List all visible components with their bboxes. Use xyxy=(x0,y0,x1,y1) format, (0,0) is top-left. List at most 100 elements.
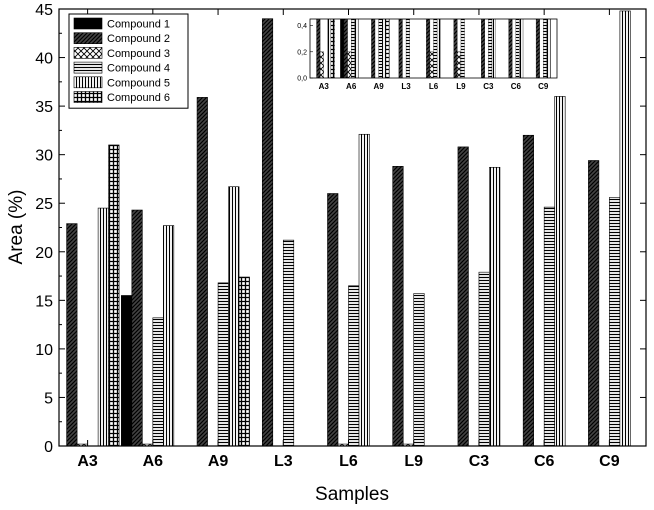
x-axis-title: Samples xyxy=(315,484,389,505)
x-tick-label: C3 xyxy=(469,453,490,470)
bar-compound-5-c6 xyxy=(554,96,566,446)
bar-compound-6-a9 xyxy=(238,276,250,446)
inset-bar xyxy=(481,19,485,78)
inset-bar xyxy=(398,19,403,78)
inset-bar xyxy=(327,19,332,78)
bar-compound-2-a3 xyxy=(66,223,78,446)
inset-frame xyxy=(309,18,558,79)
inset-bar xyxy=(543,19,548,78)
bar-compound-1-a6 xyxy=(121,295,133,446)
bar-compound-5-a9 xyxy=(228,186,240,446)
bar-compound-4-a9 xyxy=(217,282,229,446)
legend-swatch xyxy=(73,32,103,45)
inset-y-tick-label: 0,4 xyxy=(297,23,307,30)
x-tick-label: C9 xyxy=(599,453,620,470)
bar-compound-4-l3 xyxy=(282,239,295,446)
bar-compound-4-c6 xyxy=(543,206,555,446)
inset-x-tick-label: L3 xyxy=(401,82,411,91)
bar-compound-5-l6 xyxy=(358,133,370,446)
bar-compound-4-a6 xyxy=(152,317,164,446)
bar-compound-4-l9 xyxy=(413,293,425,446)
inset-bar xyxy=(354,19,359,78)
y-tick-label: 35 xyxy=(35,99,53,116)
legend-swatch xyxy=(73,61,103,74)
legend-label: Compound 2 xyxy=(107,33,170,45)
legend-swatch xyxy=(73,76,103,89)
inset-bar xyxy=(371,19,376,78)
inset-bar xyxy=(508,19,513,78)
bar-compound-5-a3 xyxy=(97,207,109,446)
legend: Compound 1 Compound 2 Compound 3 Compound 4… xyxy=(68,13,189,109)
bar-compound-5-c3 xyxy=(489,166,501,446)
inset-bar xyxy=(429,51,434,78)
inset-x-tick-label: C6 xyxy=(511,82,522,91)
bar-compound-4-c3 xyxy=(478,271,490,446)
inset-bar xyxy=(351,19,355,78)
inset-bar xyxy=(457,51,462,78)
y-tick-label: 40 xyxy=(35,51,53,68)
inset-bar xyxy=(316,19,321,78)
bar-compound-2-l3 xyxy=(261,18,274,446)
inset-x-tick-label: C3 xyxy=(483,82,494,91)
y-tick-label: 30 xyxy=(35,148,53,165)
bar-compound-2-l6 xyxy=(327,193,339,446)
inset-bar xyxy=(436,19,441,78)
legend-swatch xyxy=(73,47,103,59)
inset-bar xyxy=(546,19,551,78)
inset-bars xyxy=(316,19,551,78)
inset-x-tick-label: C9 xyxy=(538,82,549,91)
inset-x-tick-label: A9 xyxy=(373,82,384,91)
inset-bar xyxy=(491,19,496,78)
bar-compound-6-a3 xyxy=(108,144,120,446)
legend-swatch xyxy=(73,91,103,103)
bars xyxy=(66,10,631,446)
inset-bar xyxy=(453,19,458,78)
bar-compound-2-c3 xyxy=(457,146,469,446)
inset-y-tick-label: 0,0 xyxy=(297,76,307,83)
inset-y-tick-label: 0,2 xyxy=(297,49,307,56)
bar-compound-5-a6 xyxy=(163,225,175,446)
y-tick-label: 15 xyxy=(35,293,53,310)
y-tick-label: 10 xyxy=(35,342,53,359)
bar-compound-2-c6 xyxy=(522,134,534,446)
inset-bar xyxy=(519,19,524,78)
inset-bar xyxy=(343,19,348,78)
x-tick-label: L3 xyxy=(274,453,293,470)
legend-label: Compound 6 xyxy=(107,92,170,104)
inset-bar xyxy=(433,19,438,78)
y-tick-label: 45 xyxy=(35,2,53,19)
x-tick-label: A3 xyxy=(77,453,98,470)
legend-label: Compound 3 xyxy=(107,48,170,60)
legend-label: Compound 4 xyxy=(107,63,170,75)
bar-compound-5-c9 xyxy=(619,10,631,446)
inset-bar xyxy=(488,19,493,78)
y-tick-label: 20 xyxy=(35,245,53,262)
x-tick-label: L6 xyxy=(339,453,358,470)
inset-bar xyxy=(460,19,465,78)
inset-bar xyxy=(378,19,383,78)
inset-x-tick-label: L9 xyxy=(456,82,466,91)
bar-compound-2-a6 xyxy=(131,209,143,446)
inset-bar xyxy=(515,19,520,78)
inset-bar xyxy=(426,19,431,78)
x-tick-label: L9 xyxy=(404,453,423,470)
inset-bar xyxy=(330,19,335,78)
bar-compound-4-l6 xyxy=(348,285,360,446)
x-tick-label: A6 xyxy=(143,453,164,470)
legend-label: Compound 5 xyxy=(107,77,170,89)
bar-compound-2-a9 xyxy=(196,97,208,446)
inset-x-tick-label: A3 xyxy=(319,82,330,91)
y-tick-label: 25 xyxy=(35,196,53,213)
x-tick-label: C6 xyxy=(534,453,555,470)
inset-bar xyxy=(535,19,540,78)
legend-swatch xyxy=(73,17,103,30)
x-tick-label: A9 xyxy=(208,453,229,470)
inset-x-tick-label: A6 xyxy=(346,82,357,91)
inset-bar xyxy=(319,51,324,78)
inset-bar xyxy=(382,19,386,78)
inset-bar xyxy=(347,51,352,78)
inset-bar xyxy=(405,19,410,78)
bar-compound-4-c9 xyxy=(609,197,621,446)
y-tick-label: 0 xyxy=(44,439,53,456)
